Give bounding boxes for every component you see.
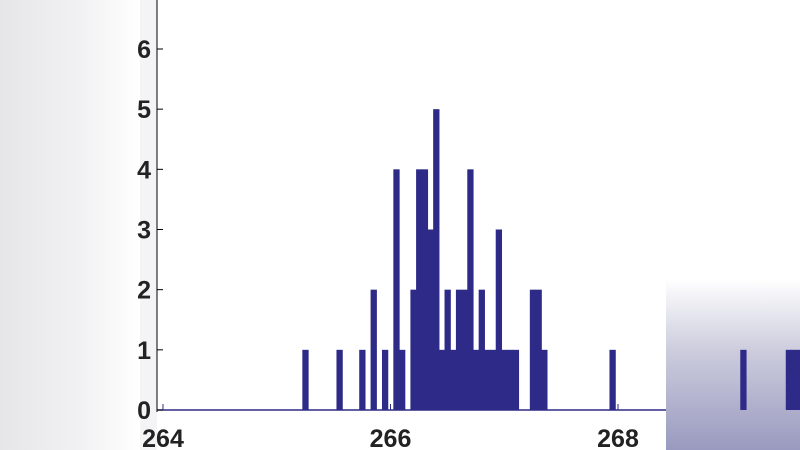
histogram-bar xyxy=(359,349,366,410)
histogram-bar xyxy=(797,349,800,410)
histogram-bar xyxy=(410,289,417,410)
histogram-bar xyxy=(512,349,520,410)
y-tick-label: 2 xyxy=(137,277,151,305)
histogram-bar xyxy=(461,289,468,410)
y-tick-label: 1 xyxy=(137,337,151,365)
histogram-bar xyxy=(791,349,798,410)
histogram-bar xyxy=(421,169,429,410)
y-tick-label: 4 xyxy=(137,156,151,184)
histogram-bar xyxy=(450,349,457,410)
histogram-bar xyxy=(455,289,463,410)
histogram-bar xyxy=(399,349,406,410)
histogram-bar xyxy=(416,169,423,410)
background-right-panel xyxy=(666,0,800,450)
y-tick-label: 3 xyxy=(137,217,151,245)
x-tick-label: 266 xyxy=(370,425,412,450)
histogram-bar xyxy=(484,349,491,410)
histogram-bar xyxy=(467,169,474,410)
y-tick-label: 0 xyxy=(137,397,151,425)
histogram-bar xyxy=(393,169,400,410)
histogram-bar xyxy=(478,289,485,410)
histogram-bar xyxy=(541,349,548,410)
x-tick-label: 264 xyxy=(142,425,184,450)
histogram-bar xyxy=(370,289,377,410)
histogram-bar xyxy=(740,349,747,410)
tick-group: 0123456264266268270272 xyxy=(137,36,639,450)
histogram-bar xyxy=(444,289,451,410)
bar-group xyxy=(302,109,800,411)
histogram-bar xyxy=(495,229,503,410)
y-tick-label: 6 xyxy=(137,36,151,64)
histogram-bar xyxy=(490,349,497,410)
y-tick-label: 5 xyxy=(137,96,151,124)
histogram-bar xyxy=(438,349,446,410)
background-left-panel xyxy=(0,0,140,450)
axes-group xyxy=(156,0,666,412)
histogram-bar xyxy=(529,289,537,410)
histogram-bar xyxy=(507,349,514,410)
x-tick-label: 268 xyxy=(597,425,639,450)
histogram-bar xyxy=(472,349,480,410)
histogram-bar xyxy=(336,349,343,410)
histogram-bar xyxy=(433,109,440,411)
histogram-bar xyxy=(535,289,542,410)
histogram-bar xyxy=(381,349,389,410)
histogram-bar xyxy=(427,229,434,410)
histogram-bar xyxy=(302,349,309,410)
histogram-bar xyxy=(501,349,508,410)
histogram-bar xyxy=(785,349,793,410)
histogram-bar xyxy=(609,349,616,410)
